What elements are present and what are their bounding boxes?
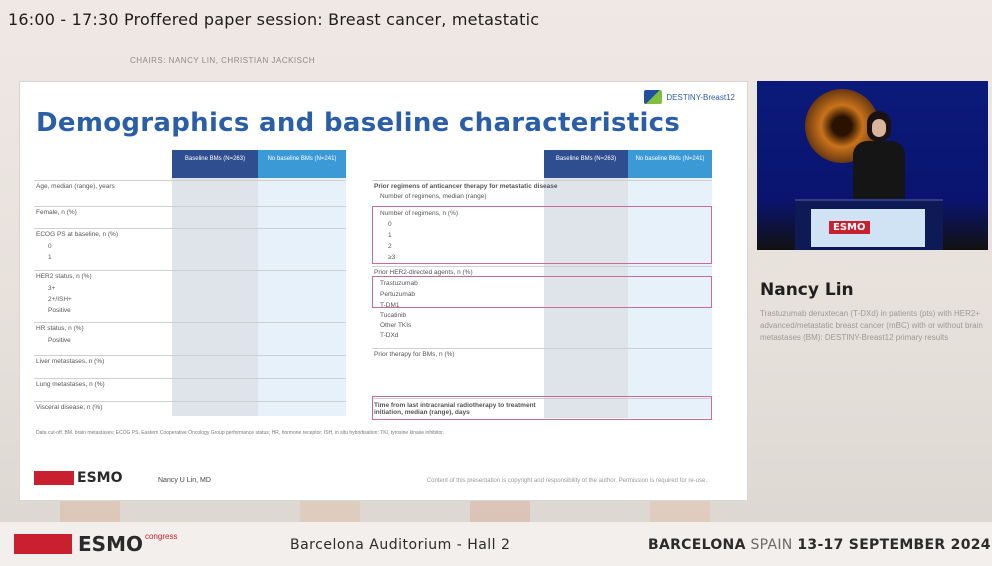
session-header: 16:00 - 17:30 Proffered paper session: B… bbox=[0, 0, 992, 50]
table-row: T-DM1 bbox=[380, 302, 400, 309]
slide-copyright-note: Content of this presentation is copyrigh… bbox=[426, 478, 707, 484]
table-row: ≥3 bbox=[388, 254, 396, 261]
slide-title: Demographics and baseline characteristic… bbox=[36, 108, 681, 138]
table-row: Trastuzumab bbox=[380, 280, 418, 287]
table-row: Prior HER2-directed agents, n (%) bbox=[372, 266, 712, 277]
table-row: 3+ bbox=[48, 285, 56, 292]
table-row: 1 bbox=[48, 254, 52, 261]
speaker-figure bbox=[849, 111, 909, 221]
session-title: 16:00 - 17:30 Proffered paper session: B… bbox=[8, 10, 540, 29]
left-table-col1-header: Baseline BMs (N=263) bbox=[172, 150, 258, 178]
esmo-logo-red-block bbox=[14, 534, 72, 554]
table-row: Visceral disease, n (%) bbox=[34, 401, 346, 412]
hall-name: Barcelona Auditorium - Hall 2 bbox=[290, 537, 511, 553]
podium-esmo-logo: ESMO bbox=[829, 221, 870, 234]
esmo-logo-red-block bbox=[34, 471, 74, 485]
trial-logo: DESTINY-Breast12 bbox=[644, 90, 735, 104]
table-row: Number of regimens, n (%) bbox=[380, 210, 459, 217]
table-row: Time from last intracranial radiotherapy… bbox=[372, 398, 712, 418]
table-row: Prior therapy for BMs, n (%) bbox=[372, 348, 712, 359]
event-location: BARCELONA SPAIN 13-17 SEPTEMBER 2024 bbox=[648, 537, 991, 553]
left-col2-shade bbox=[258, 178, 346, 416]
highlight-box-her2-agents bbox=[372, 276, 712, 308]
table-row: Pertuzumab bbox=[380, 291, 416, 298]
footer-bar: ESMO congress Barcelona Auditorium - Hal… bbox=[0, 522, 992, 566]
speaker-video: ESMO bbox=[757, 81, 988, 250]
table-row: Female, n (%) bbox=[34, 206, 346, 217]
trial-logo-text: DESTINY-Breast12 bbox=[666, 92, 735, 102]
table-row: Liver metastases, n (%) bbox=[34, 355, 346, 366]
slide-esmo-logo: ESMO bbox=[34, 470, 122, 486]
speaker-info-panel: Nancy Lin Trastuzumab deruxtecan (T-DXd)… bbox=[752, 250, 992, 480]
table-row: Tucatinib bbox=[380, 312, 407, 319]
table-row: Other TKIs bbox=[380, 322, 412, 329]
highlight-box-regimens bbox=[372, 206, 712, 264]
session-chairs: CHAIRS: NANCY LIN, CHRISTIAN JACKISCH bbox=[130, 56, 316, 65]
table-row: 2 bbox=[388, 243, 392, 250]
presentation-slide: DESTINY-Breast12 Demographics and baseli… bbox=[20, 82, 747, 500]
table-row: Prior regimens of anticancer therapy for… bbox=[372, 180, 712, 191]
trial-logo-icon bbox=[644, 90, 663, 104]
table-row: HR status, n (%) bbox=[34, 322, 346, 333]
table-row: 1 bbox=[388, 232, 392, 239]
right-table: Baseline BMs (N=263) No baseline BMs (N=… bbox=[372, 150, 712, 422]
speaker-name: Nancy Lin bbox=[760, 280, 854, 300]
table-row: HER2 status, n (%) bbox=[34, 270, 346, 281]
table-row: 2+/ISH+ bbox=[48, 296, 72, 303]
right-table-col1-header: Baseline BMs (N=263) bbox=[544, 150, 628, 178]
table-row: Positive bbox=[48, 307, 71, 314]
table-row: 0 bbox=[48, 243, 52, 250]
table-row: Lung metastases, n (%) bbox=[34, 378, 346, 389]
table-row: T-DXd bbox=[380, 332, 399, 339]
left-table-col2-header: No baseline BMs (N=241) bbox=[258, 150, 346, 178]
speaker-talk-title: Trastuzumab deruxtecan (T-DXd) in patien… bbox=[760, 309, 983, 342]
esmo-congress-logo: ESMO congress bbox=[14, 532, 177, 556]
table-row: Age, median (range), years bbox=[34, 180, 346, 191]
table-row: ECOG PS at baseline, n (%) bbox=[34, 228, 346, 239]
highlight-box-radiotherapy bbox=[372, 396, 712, 420]
right-col1-shade bbox=[544, 178, 628, 418]
slide-presenter: Nancy U Lin, MD bbox=[158, 477, 211, 484]
slide-footnote: Data cut-off. BM, brain metastases; ECOG… bbox=[36, 430, 445, 436]
table-row: Number of regimens, median (range) bbox=[380, 193, 487, 200]
left-col1-shade bbox=[172, 178, 258, 416]
table-row: 0 bbox=[388, 221, 392, 228]
left-table: Baseline BMs (N=263) No baseline BMs (N=… bbox=[34, 150, 354, 422]
right-table-col2-header: No baseline BMs (N=241) bbox=[628, 150, 712, 178]
table-row: Positive bbox=[48, 337, 71, 344]
right-col2-shade bbox=[628, 178, 712, 418]
